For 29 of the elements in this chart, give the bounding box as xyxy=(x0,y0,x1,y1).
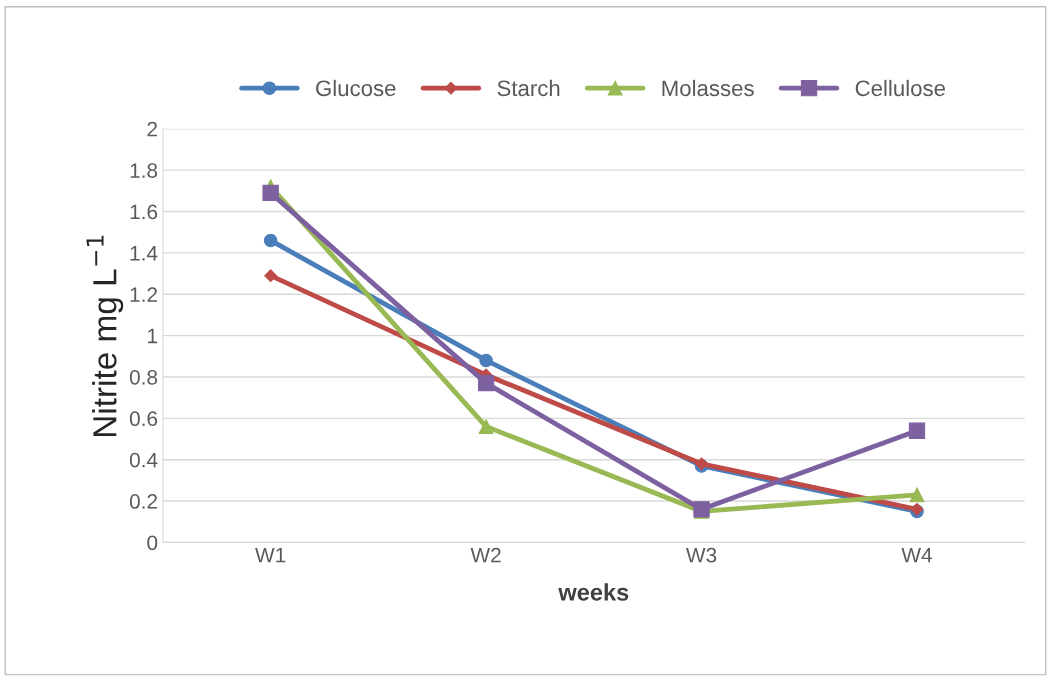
point xyxy=(264,269,278,283)
point xyxy=(908,422,926,439)
point xyxy=(909,487,925,503)
y-tick-label: 0.4 xyxy=(129,452,158,468)
x-axis-title: weeks xyxy=(558,583,629,601)
legend-label: Starch xyxy=(497,79,560,97)
x-tick-label: W4 xyxy=(901,548,933,563)
legend-label: Glucose xyxy=(316,79,396,97)
x-tick-label: W2 xyxy=(470,547,501,563)
y-tick-label: 0.6 xyxy=(129,411,158,427)
y-tick-label: 1.8 xyxy=(130,163,158,178)
y-tick-label: 1.4 xyxy=(130,246,158,261)
x-tick-label: W3 xyxy=(686,547,717,563)
y-tick-label: 1.6 xyxy=(130,204,158,220)
y-tick-label: 0 xyxy=(147,535,158,551)
point xyxy=(262,184,279,202)
y-tick-label: 1.2 xyxy=(130,287,157,302)
legend-label: Molasses xyxy=(662,79,754,97)
y-tick-label: 1 xyxy=(148,328,158,344)
x-tick-label: W1 xyxy=(255,548,286,563)
y-axis-title: Nitrite mg L$^{−1}$ xyxy=(86,235,124,437)
y-tick-label: 0.2 xyxy=(129,494,157,509)
point xyxy=(263,233,278,248)
point xyxy=(478,419,494,435)
y-tick-label: 2 xyxy=(147,121,157,137)
y-tick-label: 0.8 xyxy=(129,369,158,385)
point xyxy=(479,353,493,368)
point xyxy=(477,375,495,392)
legend-label: Cellulose xyxy=(855,79,945,97)
